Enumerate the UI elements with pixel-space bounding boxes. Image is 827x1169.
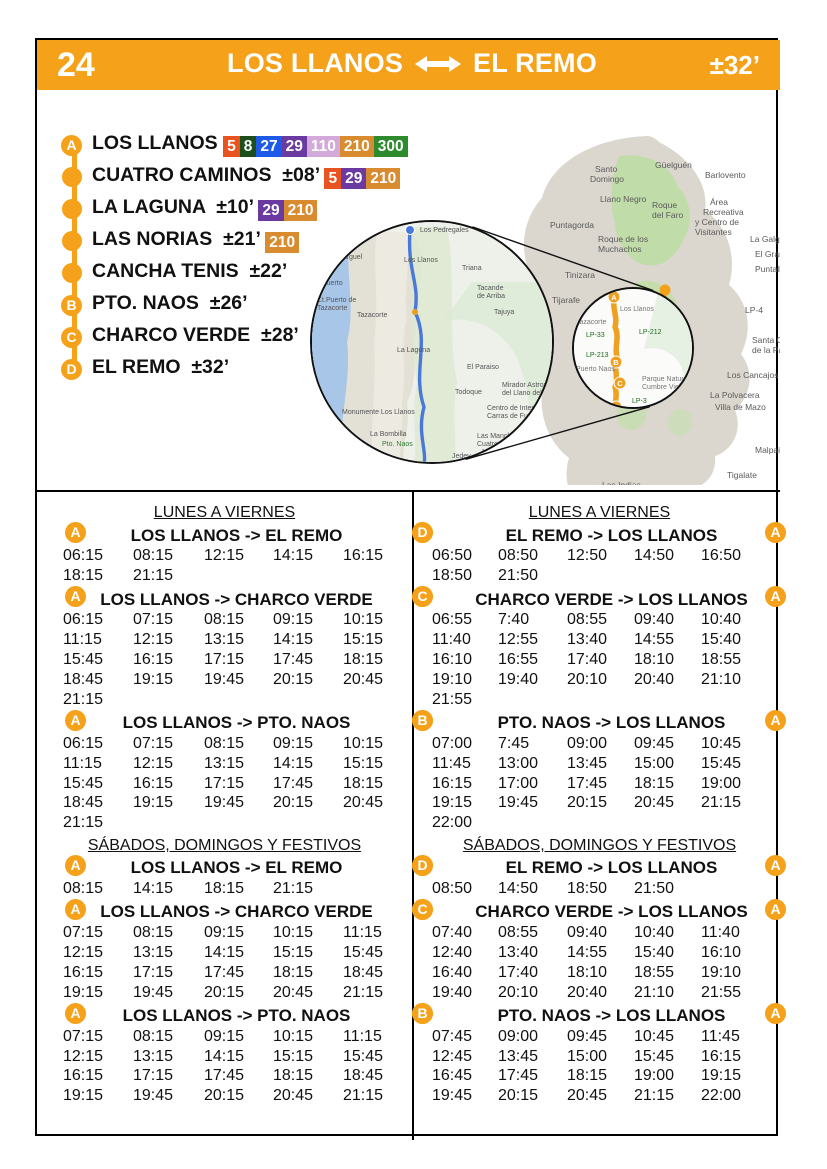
svg-text:Los Cancajos: Los Cancajos [727, 370, 779, 380]
svg-text:Tijarafe: Tijarafe [552, 295, 580, 305]
svg-text:Recreativa: Recreativa [703, 207, 744, 217]
svg-text:Villa de Mazo: Villa de Mazo [715, 402, 766, 412]
svg-text:Los Llanos: Los Llanos [404, 257, 438, 264]
svg-text:Barlovento: Barlovento [705, 170, 746, 180]
svg-text:Puerto: Puerto [322, 280, 343, 287]
svg-text:Roque: Roque [652, 200, 677, 210]
svg-text:La Polvacera: La Polvacera [710, 390, 760, 400]
svg-text:Puntallana: Puntallana [755, 264, 780, 274]
svg-text:Área: Área [710, 197, 728, 207]
svg-text:de Arriba: de Arriba [477, 293, 505, 300]
svg-text:Tazacorte: Tazacorte [317, 305, 347, 312]
svg-text:Tajuya: Tajuya [494, 309, 514, 316]
svg-text:LP-212: LP-212 [639, 329, 662, 336]
svg-text:Tazacorte: Tazacorte [576, 319, 606, 326]
svg-text:La Galga: La Galga [750, 234, 780, 244]
svg-text:Puntagorda: Puntagorda [550, 220, 594, 230]
svg-text:Pto. Naos: Pto. Naos [382, 441, 413, 448]
svg-text:Roque de los: Roque de los [598, 234, 648, 244]
svg-text:LP-213: LP-213 [586, 352, 609, 359]
svg-text:La Laguna: La Laguna [397, 347, 430, 354]
svg-text:A: A [611, 293, 617, 302]
svg-text:y Centro de: y Centro de [695, 217, 739, 227]
svg-text:Puerto Naos: Puerto Naos [576, 366, 615, 373]
svg-text:Los Llanos: Los Llanos [620, 306, 654, 313]
svg-text:Todoque: Todoque [455, 389, 482, 396]
svg-text:Muchachos: Muchachos [598, 244, 641, 254]
svg-text:Tazacorte: Tazacorte [357, 312, 387, 319]
svg-text:Ct.Puerto de: Ct.Puerto de [317, 297, 356, 304]
svg-text:de la Palma: de la Palma [752, 345, 780, 355]
svg-text:Santo: Santo [595, 164, 617, 174]
svg-text:La Bombilla: La Bombilla [370, 431, 407, 438]
svg-text:El Paraiso: El Paraiso [467, 364, 499, 371]
svg-text:Tinizara: Tinizara [565, 270, 595, 280]
svg-text:Malpaises: Malpaises [755, 445, 780, 455]
svg-text:El Granel: El Granel [755, 249, 780, 259]
svg-text:LP-33: LP-33 [586, 332, 605, 339]
svg-text:Arguel: Arguel [342, 254, 363, 261]
svg-text:C: C [617, 379, 623, 388]
svg-text:Domingo: Domingo [590, 174, 624, 184]
svg-text:LP-4: LP-4 [745, 305, 763, 315]
svg-text:Tacande: Tacande [477, 285, 504, 292]
svg-text:Monumente Los Llanos: Monumente Los Llanos [342, 409, 415, 416]
svg-text:Tigalate: Tigalate [727, 470, 757, 480]
svg-text:Los Pedregales: Los Pedregales [420, 227, 469, 234]
svg-text:Parque Natural: Parque Natural [642, 376, 690, 383]
svg-text:del Faro: del Faro [652, 210, 683, 220]
svg-text:Santa Cruz: Santa Cruz [752, 335, 780, 345]
svg-text:Güelguén: Güelguén [655, 160, 692, 170]
svg-text:Las Indias: Las Indias [602, 480, 641, 485]
svg-text:Visitantes: Visitantes [695, 227, 732, 237]
svg-text:Llano Negro: Llano Negro [600, 194, 647, 204]
svg-text:Triana: Triana [462, 265, 482, 272]
svg-text:LP-3: LP-3 [632, 398, 647, 405]
